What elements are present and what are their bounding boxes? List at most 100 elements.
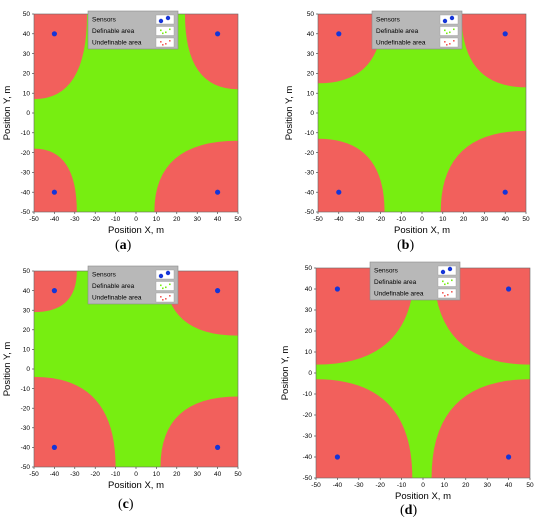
y-tick-label: 0 xyxy=(308,370,312,377)
legend-label-definable: Definable area xyxy=(92,283,135,290)
chart-panel-a: -50 -40 -30 -20 -10 0 10 20 30 40 50 50 40 30 20 10 0 -10… xyxy=(0,0,260,252)
definable-region xyxy=(34,14,238,212)
y-tick-label: -20 xyxy=(305,150,315,157)
x-tick-label: -50 xyxy=(311,482,321,489)
legend-sensor-marker xyxy=(440,269,446,275)
x-tick-label: 30 xyxy=(484,482,492,489)
y-tick-label: -30 xyxy=(305,170,315,177)
legend: Sensors Definable area Undefinable area xyxy=(87,265,179,305)
x-tick-label: 40 xyxy=(214,216,222,223)
x-tick-label: -20 xyxy=(90,216,100,223)
legend-sensor-marker xyxy=(442,18,448,24)
definable-region xyxy=(318,14,526,212)
chart-svg: -50 -40 -30 -20 -10 0 10 20 30 40 50 50 40 30 20 10 0 -10… xyxy=(2,10,242,236)
legend-pixel-marker xyxy=(162,32,164,35)
legend-pixel-marker xyxy=(162,44,164,46)
legend-pixel-marker xyxy=(444,295,446,297)
legend-pixel-marker xyxy=(446,44,448,46)
y-tick-label: 40 xyxy=(305,286,313,293)
legend-sensor-marker xyxy=(449,15,455,21)
x-tick-label: -40 xyxy=(334,216,344,223)
y-tick-label: -10 xyxy=(303,391,313,398)
sensor-point xyxy=(215,444,221,450)
legend-pixel-marker xyxy=(442,280,444,283)
legend-pixel-marker xyxy=(444,29,446,32)
caption-open: ( xyxy=(397,238,402,253)
legend: Sensors Definable area Undefinable area xyxy=(371,10,463,50)
caption-open: ( xyxy=(118,497,123,512)
sensor-point xyxy=(506,286,512,292)
x-tick-label: -50 xyxy=(29,471,39,478)
y-tick-label: -40 xyxy=(21,189,31,196)
legend-pixel-marker xyxy=(447,282,449,285)
legend-swatch-definable xyxy=(439,26,459,36)
y-tick-label: 40 xyxy=(307,31,315,38)
legend-label-sensor: Sensors xyxy=(376,17,401,24)
legend-pixel-marker xyxy=(449,43,451,45)
legend-swatch-sensor xyxy=(439,14,459,25)
chart-panel-c: -50 -40 -30 -20 -10 0 10 20 30 40 50 50 40 30 20 10 0 -10… xyxy=(0,258,260,502)
legend-pixel-marker xyxy=(160,284,162,287)
y-tick-label: -40 xyxy=(305,189,315,196)
legend-pixel-marker xyxy=(169,283,171,286)
legend-pixel-marker xyxy=(453,28,455,31)
legend-pixel-marker xyxy=(447,294,449,296)
legend-label-undefinable: Undefinable area xyxy=(376,40,426,47)
x-tick-label: -30 xyxy=(70,216,80,223)
caption-letter: c xyxy=(122,497,129,512)
x-tick-label: 50 xyxy=(234,216,242,223)
sensor-point xyxy=(502,31,508,37)
legend-swatch-undefinable xyxy=(155,292,175,303)
legend-sensor-marker xyxy=(165,15,171,21)
y-tick-label: 20 xyxy=(307,71,315,78)
caption-close: ) xyxy=(412,503,418,518)
legend-pixel-marker xyxy=(446,32,448,35)
sensor-point xyxy=(51,31,58,37)
y-tick-label: 30 xyxy=(307,51,315,58)
x-tick-label: 50 xyxy=(522,216,530,223)
x-tick-label: 40 xyxy=(502,216,510,223)
x-tick-label: 20 xyxy=(460,216,468,223)
sensor-point xyxy=(215,189,221,195)
x-tick-label: 30 xyxy=(194,216,202,223)
legend-pixel-marker xyxy=(169,28,171,31)
caption-letter: a xyxy=(119,238,127,253)
sensor-point xyxy=(502,189,508,195)
caption-close: ) xyxy=(126,238,132,253)
x-tick-label: 0 xyxy=(134,216,138,223)
x-tick-label: -30 xyxy=(355,216,365,223)
y-tick-label: -40 xyxy=(21,445,31,452)
legend-label-definable: Definable area xyxy=(374,279,417,286)
sensor-point xyxy=(334,286,340,292)
x-tick-label: 20 xyxy=(462,482,470,489)
x-tick-label: -10 xyxy=(111,216,121,223)
chart-panel-b: -50 -40 -30 -20 -10 0 10 20 30 40 50 50 40 30 20 10 0 -10… xyxy=(282,0,550,252)
x-tick-label: -10 xyxy=(397,482,407,489)
y-axis-label: Position Y, m xyxy=(2,342,13,397)
caption-d: (d) xyxy=(400,503,417,519)
legend-sensor-marker xyxy=(158,273,164,279)
legend-pixel-marker xyxy=(165,43,167,45)
y-tick-label: 30 xyxy=(23,307,31,314)
x-tick-label: 10 xyxy=(153,471,161,478)
y-tick-label: 50 xyxy=(307,11,315,18)
legend: Sensors Definable area Undefinable area xyxy=(87,10,179,50)
sensor-point xyxy=(336,31,342,37)
x-tick-label: 40 xyxy=(505,482,513,489)
x-tick-label: -40 xyxy=(333,482,343,489)
y-tick-label: 10 xyxy=(307,90,315,97)
y-tick-label: -50 xyxy=(303,475,313,482)
legend-pixel-marker xyxy=(165,31,167,34)
caption-close: ) xyxy=(128,497,134,512)
sensor-point xyxy=(215,31,221,37)
y-tick-label: 30 xyxy=(23,51,31,58)
y-tick-label: 0 xyxy=(26,110,30,117)
legend-label-definable: Definable area xyxy=(92,28,135,35)
y-tick-label: -40 xyxy=(303,454,313,461)
legend-label-undefinable: Undefinable area xyxy=(92,295,142,302)
x-tick-label: 20 xyxy=(173,471,181,478)
y-tick-label: -30 xyxy=(303,433,313,440)
x-tick-label: 0 xyxy=(420,216,424,223)
legend-label-sensor: Sensors xyxy=(374,268,399,275)
x-axis-label: Position X, m xyxy=(108,225,164,236)
